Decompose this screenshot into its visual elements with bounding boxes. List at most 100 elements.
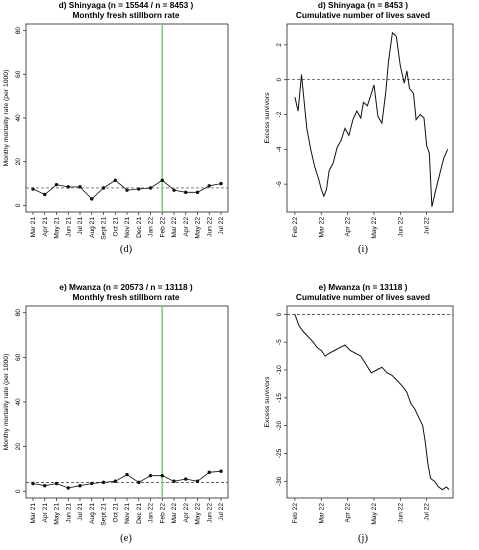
panel-j-caption: (j) (358, 533, 368, 544)
panel-j-title: e) Mwanza (n = 13118 ) (319, 282, 408, 292)
panel-i-ylabel: Excess survivors (264, 92, 271, 144)
panel-e-monthly-rate-chart: e) Mwanza (n = 20573 / n = 13118 ) Month… (3, 282, 229, 544)
panel-d-data-point (137, 187, 141, 191)
panel-i-xtick-label: Mar 22 (318, 217, 325, 238)
panel-d-data-point (78, 185, 82, 189)
panel-e-xtick-label: Oct 21 (112, 503, 119, 523)
panel-j-ytick-label: -5 (276, 339, 283, 345)
panel-e-xtick-label: Apr 21 (42, 503, 49, 523)
panel-j-subtitle: Cumulative number of lives saved (296, 292, 430, 302)
panel-d-xtick-label: Nov 21 (124, 217, 131, 238)
panel-e-data-point (31, 481, 35, 486)
panel-d-xtick-label: May 22 (195, 217, 202, 239)
panel-d-data-point (195, 190, 200, 195)
panel-e-xtick-label: Nov 21 (124, 503, 131, 524)
panel-e-xtick-label: Jun 21 (65, 503, 72, 523)
panel-d-ytick-label: 60 (15, 70, 22, 78)
panel-j-ytick-label: -15 (276, 393, 283, 403)
panel-d-data-point (54, 182, 59, 187)
panel-e-data-point (148, 473, 153, 478)
panel-d-data-point (125, 188, 129, 192)
panel-i-ytick-label: 2 (276, 43, 283, 47)
panel-e-data-point (54, 481, 59, 486)
panel-j-ylabel: Excess survivors (264, 376, 271, 428)
panel-d-title: d) Shinyaga (n = 15544 / n = 8453 ) (59, 0, 194, 10)
panel-e-xtick-label: Sept 21 (101, 503, 108, 526)
panel-j-xtick-label: Apr 22 (345, 503, 352, 523)
panel-d-xtick-label: Jun 21 (65, 217, 72, 237)
panel-d-xtick-label: Oct 21 (112, 217, 119, 237)
panel-i-xtick-label: Jul 22 (424, 217, 431, 235)
panel-d-ytick-label: 20 (15, 158, 22, 166)
panel-e-plot-frame (25, 305, 229, 499)
panel-j-cumulative-chart: e) Mwanza (n = 13118 ) Cumulative number… (264, 282, 454, 544)
panel-d-data-point (160, 178, 164, 183)
panel-j-plot-frame (286, 305, 454, 499)
panel-e-xtick-label: Jul 21 (77, 503, 84, 521)
panel-d-data-point (101, 186, 106, 190)
panel-j-xtick-label: Jul 22 (424, 503, 431, 521)
panel-e-xtick-label: May 21 (54, 503, 61, 525)
panel-e-title: e) Mwanza (n = 20573 / n = 13118 ) (59, 282, 193, 292)
panel-d-xtick-label: Jan 22 (148, 217, 155, 237)
panel-e-xtick-label: Jul 22 (218, 503, 225, 521)
panel-d-monthly-rate-chart: d) Shinyaga (n = 15544 / n = 8453 ) Mont… (3, 0, 229, 255)
panel-d-xtick-label: Mar 22 (171, 217, 178, 238)
panel-i-title: d) Shinyaga (n = 8453 ) (318, 0, 408, 10)
panel-i-subtitle: Cumulative number of lives saved (296, 10, 430, 20)
panel-e-data-point (137, 480, 141, 485)
panel-e-xtick-label: Mar 21 (30, 503, 37, 524)
panel-d-data-point (113, 178, 117, 183)
panel-d-data-point (31, 187, 35, 191)
panel-d-xtick-label: Dec 21 (136, 217, 143, 238)
panel-d-data-point (90, 197, 94, 201)
panel-e-ytick-label: 20 (15, 443, 22, 451)
panel-e-ytick-label: 40 (15, 398, 22, 406)
panel-e-ytick-label: 80 (15, 309, 22, 317)
panel-d-subtitle: Monthly fresh stillborn rate (73, 10, 180, 20)
panel-i-cumulative-chart: d) Shinyaga (n = 8453 ) Cumulative numbe… (264, 0, 454, 255)
panel-d-xtick-label: Jul 22 (218, 217, 225, 235)
panel-e-subtitle: Monthly fresh stillborn rate (73, 292, 180, 302)
panel-d-xtick-label: Feb 22 (159, 217, 166, 238)
panel-e-data-point (90, 481, 94, 486)
panel-e-ytick-label: 0 (15, 489, 22, 493)
panel-j-ytick-label: 0 (276, 312, 283, 316)
panel-d-xtick-label: Sept 21 (101, 217, 108, 240)
panel-e-data-point (66, 486, 70, 490)
panel-j-ytick-label: -30 (276, 476, 283, 486)
panel-d-ytick-label: 40 (15, 114, 22, 122)
panel-e-data-point (101, 480, 106, 485)
panel-i-xtick-label: Apr 22 (345, 217, 352, 237)
panel-d-data-point (184, 190, 188, 195)
panel-e-xtick-label: Apr 22 (183, 503, 190, 523)
panel-d-xtick-label: Jul 21 (77, 217, 84, 235)
panel-e-data-point (125, 472, 129, 477)
panel-i-ytick-label: 0 (276, 78, 283, 82)
panel-i-xtick-label: May 22 (371, 217, 378, 239)
panel-e-data-point (184, 477, 188, 481)
panel-e-data-point (207, 470, 211, 475)
panel-j-ytick-label: -20 (276, 421, 283, 431)
panel-d-data-point (207, 184, 211, 188)
panel-e-caption: (e) (120, 533, 132, 544)
panel-e-ytick-label: 60 (15, 353, 22, 361)
panel-i-ytick-label: -6 (276, 181, 283, 187)
panel-e-xtick-label: Dec 21 (136, 503, 143, 524)
panel-d-data-point (219, 181, 223, 186)
panel-d-ytick-label: 0 (15, 203, 22, 207)
panel-e-data-point (113, 479, 117, 483)
panel-j-series-line (294, 314, 450, 491)
panel-i-ytick-label: -4 (276, 146, 283, 152)
panel-e-data-point (160, 473, 164, 478)
panel-i-xtick-label: Jun 22 (397, 217, 404, 237)
panel-i-caption: (i) (358, 244, 368, 255)
panel-e-data-point (195, 479, 200, 483)
panel-e-xtick-label: Feb 22 (159, 503, 166, 524)
panel-d-ylabel: Monthy mortality rate (per 1000) (3, 70, 10, 167)
panel-e-data-point (219, 469, 223, 473)
panel-d-data-point (43, 192, 47, 197)
panel-i-ytick-label: -2 (276, 111, 283, 117)
panel-e-xtick-label: Jun 22 (206, 503, 213, 523)
